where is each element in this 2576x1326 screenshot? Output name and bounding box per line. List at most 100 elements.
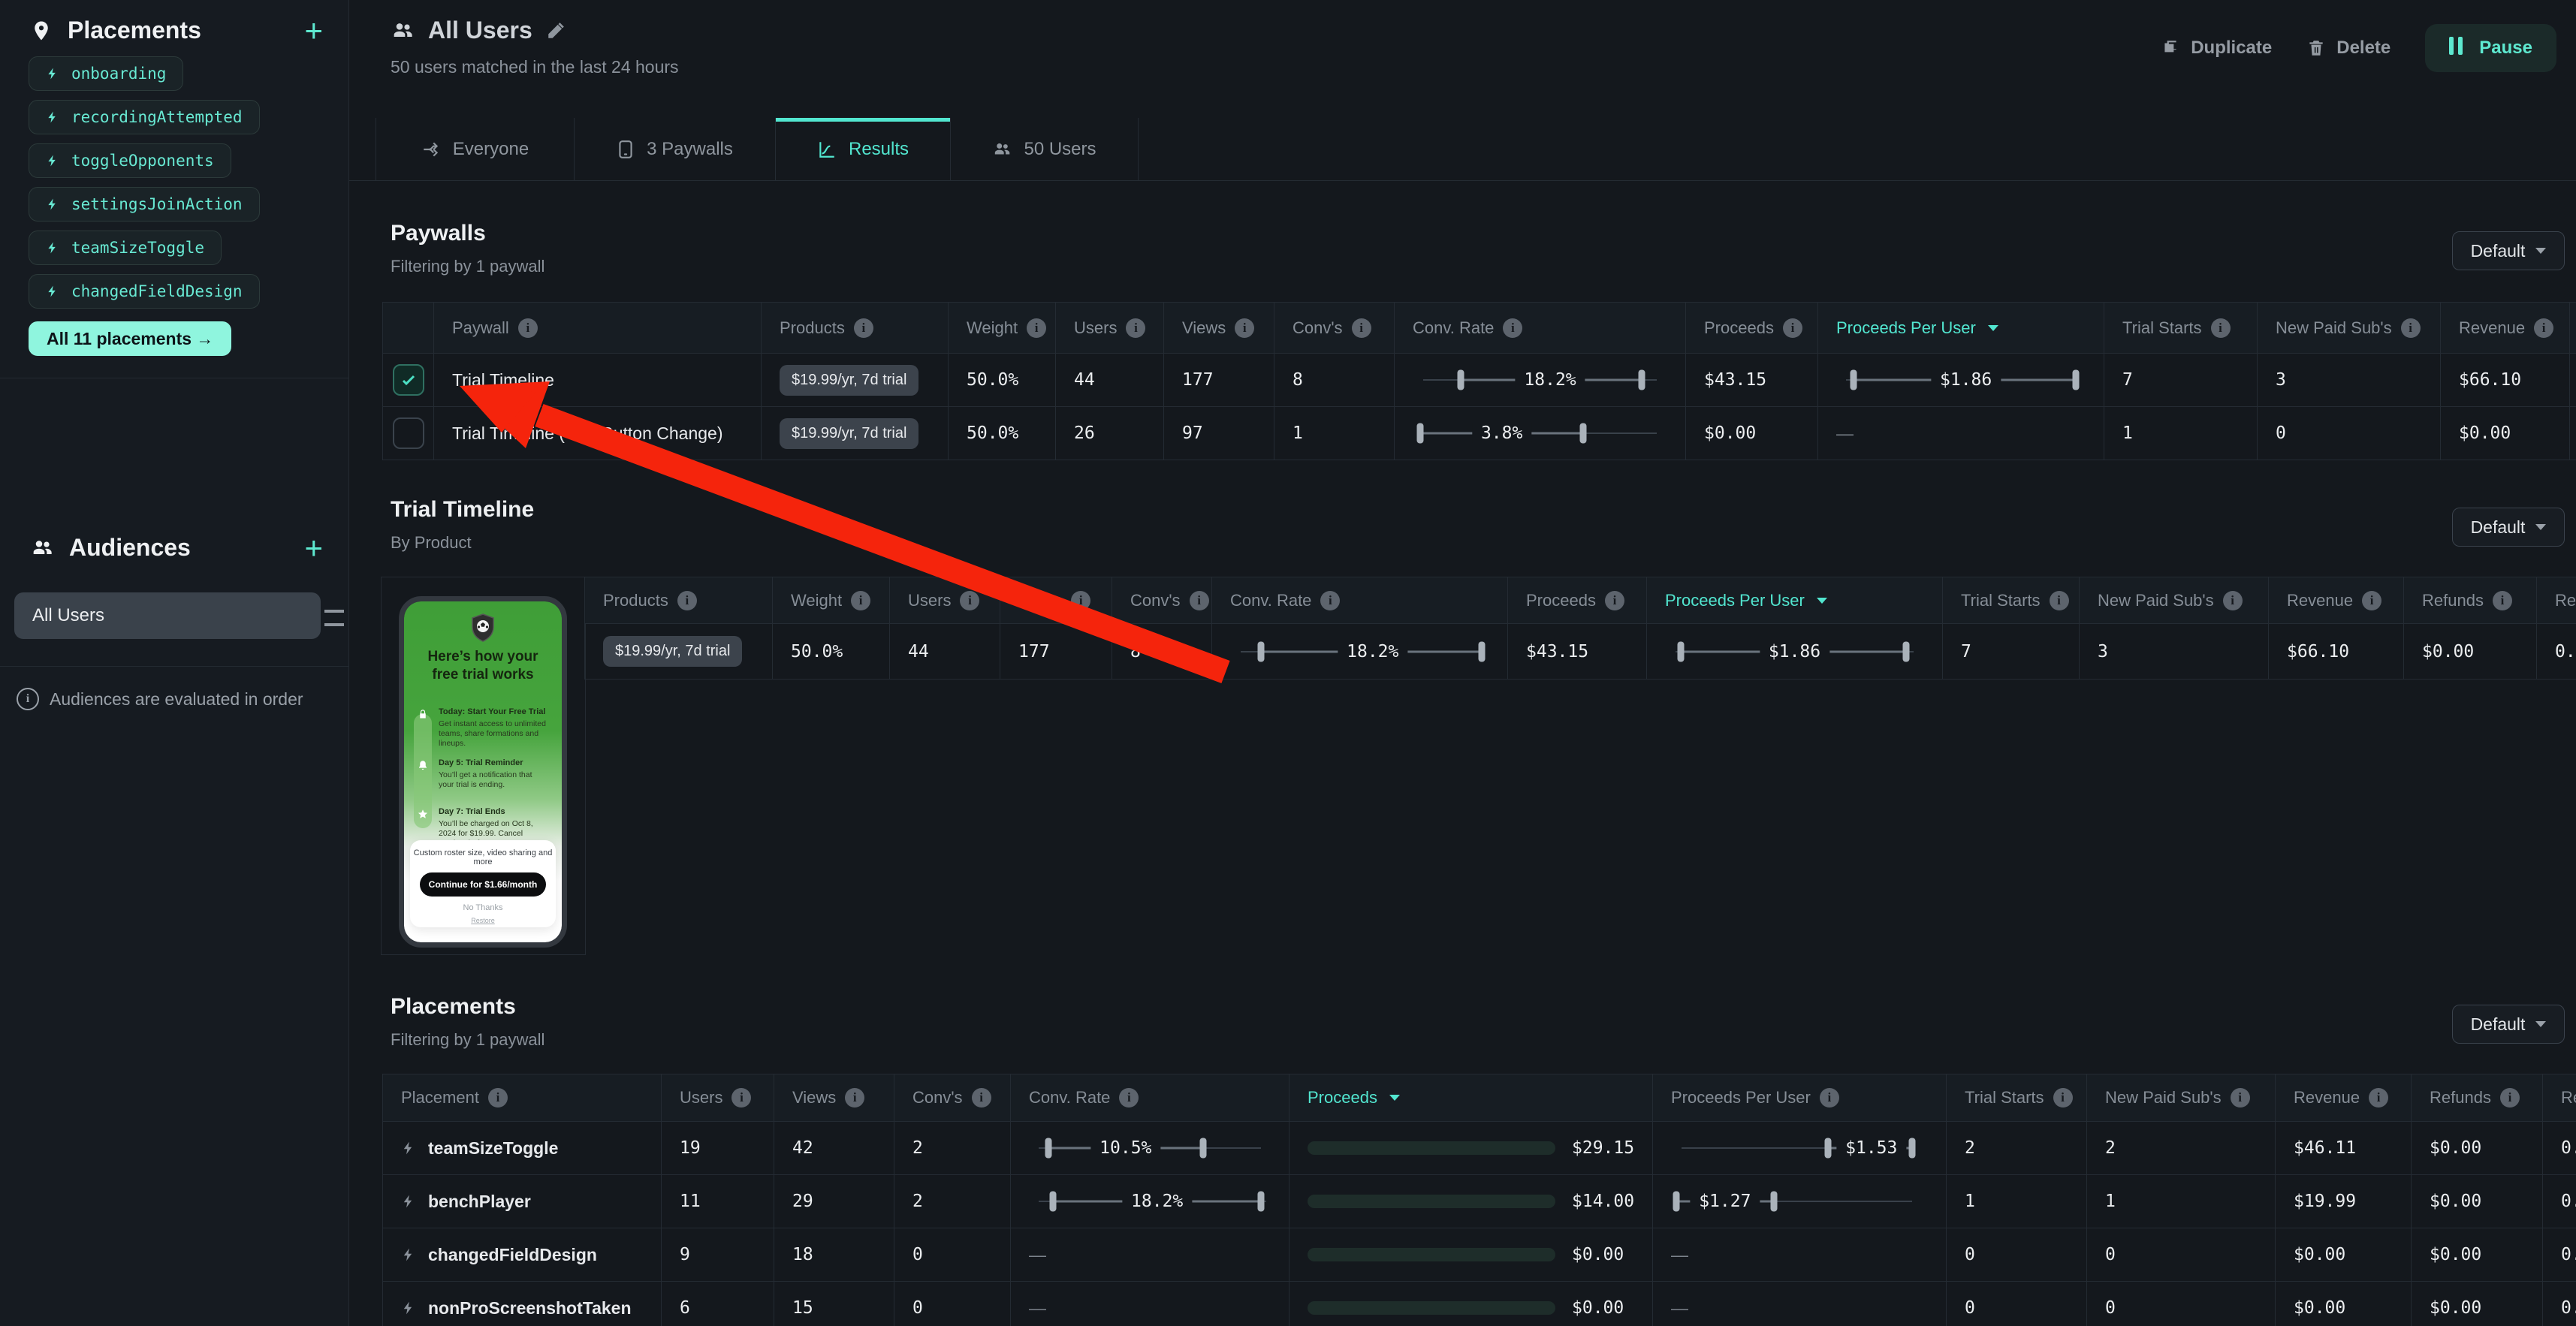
tab-paywalls[interactable]: 3 Paywalls <box>574 118 775 180</box>
placements-section-subtitle: Filtering by 1 paywall <box>391 1030 545 1049</box>
convs-cell: 8 <box>1112 624 1211 680</box>
column-header-convs[interactable]: Conv's i <box>1274 303 1394 354</box>
row-checkbox[interactable] <box>382 407 433 460</box>
row-checkbox[interactable] <box>382 354 433 407</box>
column-header-proceeds-per-user[interactable]: Proceeds Per User <box>1646 577 1942 624</box>
range-indicator: 18.2% <box>1413 354 1667 406</box>
checkbox-checked[interactable] <box>392 364 424 396</box>
column-header-paywall[interactable]: Paywall i <box>433 303 761 354</box>
info-icon: i <box>2534 318 2554 338</box>
checkbox-unchecked[interactable] <box>392 417 424 449</box>
continue-button[interactable]: Continue for $1.66/month <box>420 872 546 897</box>
ppu-cell: $1.27 <box>1652 1175 1946 1228</box>
all-placements-button[interactable]: All 11 placements → <box>29 321 232 356</box>
column-header-conv-rate[interactable]: Conv. Rate i <box>1010 1074 1289 1122</box>
revenue-cell: $0.00 <box>2275 1282 2411 1326</box>
trial-timeline-view-select[interactable]: Default <box>2452 508 2565 547</box>
column-header-products[interactable]: Products i <box>761 303 948 354</box>
sidebar-item-recordingAttempted[interactable]: recordingAttempted <box>29 100 260 134</box>
placement-name[interactable]: changedFieldDesign <box>382 1228 661 1282</box>
column-header-users[interactable]: Users i <box>889 577 1000 624</box>
placement-name[interactable]: benchPlayer <box>382 1175 661 1228</box>
column-header-proceeds[interactable]: Proceeds i <box>1685 303 1817 354</box>
edit-pencil-icon[interactable] <box>546 21 566 41</box>
sidebar-item-settingsJoinAction[interactable]: settingsJoinAction <box>29 187 260 222</box>
column-header-conv-rate[interactable]: Conv. Rate i <box>1211 577 1507 624</box>
column-header-proceeds-per-user[interactable]: Proceeds Per User i <box>1652 1074 1946 1122</box>
column-header-views[interactable]: Views i <box>1000 577 1112 624</box>
views-cell: 18 <box>774 1228 894 1282</box>
proceeds-cell: $29.15 <box>1289 1122 1652 1175</box>
proceeds-cell: $0.00 <box>1685 407 1817 460</box>
paywall-name[interactable]: Trial Timeline <box>433 354 761 407</box>
column-header-trial-starts[interactable]: Trial Starts i <box>1946 1074 2086 1122</box>
placements-view-select[interactable]: Default <box>2452 1005 2565 1044</box>
column-header-revenue[interactable]: Revenue i <box>2268 577 2403 624</box>
revenue-cell: $66.10 <box>2268 624 2403 680</box>
column-header-weight[interactable]: Weight i <box>948 303 1055 354</box>
column-header-convs[interactable]: Conv's i <box>894 1074 1010 1122</box>
column-header-new-paid-subs[interactable]: New Paid Sub's i <box>2257 303 2440 354</box>
convs-cell: 8 <box>1274 354 1394 407</box>
info-icon: i <box>1351 318 1371 338</box>
placement-name[interactable]: teamSizeToggle <box>382 1122 661 1175</box>
drag-handle-icon[interactable] <box>324 610 344 626</box>
restore-link[interactable]: Restore <box>471 917 495 924</box>
paywalls-view-select[interactable]: Default <box>2452 231 2565 270</box>
column-header-conv-rate[interactable]: Conv. Rate i <box>1394 303 1685 354</box>
column-header-revenue[interactable]: Revenue i <box>2440 303 2569 354</box>
column-header-convs[interactable]: Conv's i <box>1112 577 1211 624</box>
info-icon: i <box>1782 318 1802 338</box>
tab-users[interactable]: 50 Users <box>950 118 1139 180</box>
check-icon <box>402 375 415 386</box>
proceeds-cell: $43.15 <box>1685 354 1817 407</box>
column-header-refund-rate[interactable]: Refund Rate <box>2536 577 2576 624</box>
ppu-cell: — <box>1652 1228 1946 1282</box>
add-placement-button[interactable]: + <box>304 12 323 48</box>
column-header-revenue[interactable]: Revenue i <box>2275 1074 2411 1122</box>
bolt-icon <box>48 68 56 80</box>
sidebar-item-teamSizeToggle[interactable]: teamSizeToggle <box>29 231 222 265</box>
column-header-new-paid-subs[interactable]: New Paid Sub's i <box>2079 577 2268 624</box>
info-icon: i <box>1320 590 1341 610</box>
column-header-placement[interactable]: Placement i <box>382 1074 661 1122</box>
column-header-new-paid-subs[interactable]: New Paid Sub's i <box>2086 1074 2275 1122</box>
conv-rate-cell: 18.2% <box>1010 1175 1289 1228</box>
column-header-users[interactable]: Users i <box>661 1074 774 1122</box>
column-header-refund-rate[interactable]: Refund Rate <box>2542 1074 2576 1122</box>
sidebar-item-onboarding[interactable]: onboarding <box>29 56 184 91</box>
delete-button[interactable]: Delete <box>2306 38 2390 59</box>
add-audience-button[interactable]: + <box>304 529 323 565</box>
placement-name[interactable]: nonProScreenshotTaken <box>382 1282 661 1326</box>
column-header-views[interactable]: Views i <box>1163 303 1274 354</box>
paywall-name[interactable]: Trial Timeline (CTA Button Change) <box>433 407 761 460</box>
paywall-preview-thumbnail[interactable]: Here’s how your free trial works Today: … <box>399 596 567 948</box>
column-header-proceeds[interactable]: Proceeds i <box>1507 577 1646 624</box>
column-header-views[interactable]: Views i <box>774 1074 894 1122</box>
chart-icon <box>819 141 834 158</box>
sidebar-item-toggleOpponents[interactable]: toggleOpponents <box>29 143 231 178</box>
column-header-refunds[interactable]: Refunds i <box>2411 1074 2542 1122</box>
tab-everyone[interactable]: Everyone <box>376 118 574 180</box>
bolt-icon <box>48 242 56 254</box>
column-header-weight[interactable]: Weight i <box>772 577 889 624</box>
trial-step: Today: Start Your Free Trial Get instant… <box>439 707 546 748</box>
info-icon: i <box>2492 590 2512 610</box>
column-header-refunds[interactable]: Refunds <box>2569 303 2576 354</box>
column-header-proceeds[interactable]: Proceeds <box>1289 1074 1652 1122</box>
no-thanks-button[interactable]: No Thanks <box>463 903 503 912</box>
column-header-trial-starts[interactable]: Trial Starts i <box>2104 303 2257 354</box>
audience-item-all-users[interactable]: All Users <box>14 592 321 639</box>
conv-rate-cell: — <box>1010 1228 1289 1282</box>
sidebar-item-changedFieldDesign[interactable]: changedFieldDesign <box>29 274 260 309</box>
tab-results[interactable]: Results <box>775 118 950 180</box>
column-header-users[interactable]: Users i <box>1055 303 1163 354</box>
column-header-products[interactable]: Products i <box>584 577 772 624</box>
duplicate-button[interactable]: Duplicate <box>2161 38 2272 59</box>
column-header-trial-starts[interactable]: Trial Starts i <box>1942 577 2079 624</box>
column-header-refunds[interactable]: Refunds i <box>2403 577 2536 624</box>
column-header-proceeds-per-user[interactable]: Proceeds Per User <box>1817 303 2104 354</box>
pause-button[interactable]: Pause <box>2425 24 2556 72</box>
bolt-icon <box>48 155 56 167</box>
